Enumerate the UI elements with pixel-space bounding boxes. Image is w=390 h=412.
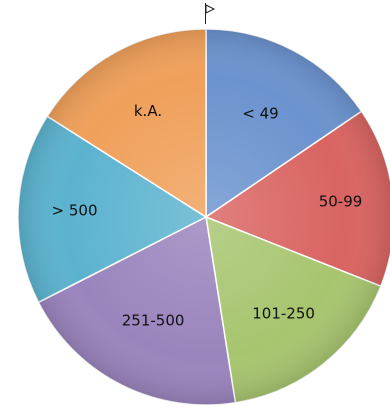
slice-label: > 500	[52, 201, 98, 219]
slice-label: k.A.	[134, 102, 162, 120]
flag-icon	[205, 3, 216, 24]
slice-label: 50-99	[319, 193, 363, 211]
slice-label: < 49	[242, 105, 278, 123]
slice-label: 251-500	[122, 311, 185, 329]
pie-labels: < 49 50-99 101-250 251-500 > 500 k.A.	[52, 102, 363, 329]
slice-label: 101-250	[252, 304, 315, 322]
